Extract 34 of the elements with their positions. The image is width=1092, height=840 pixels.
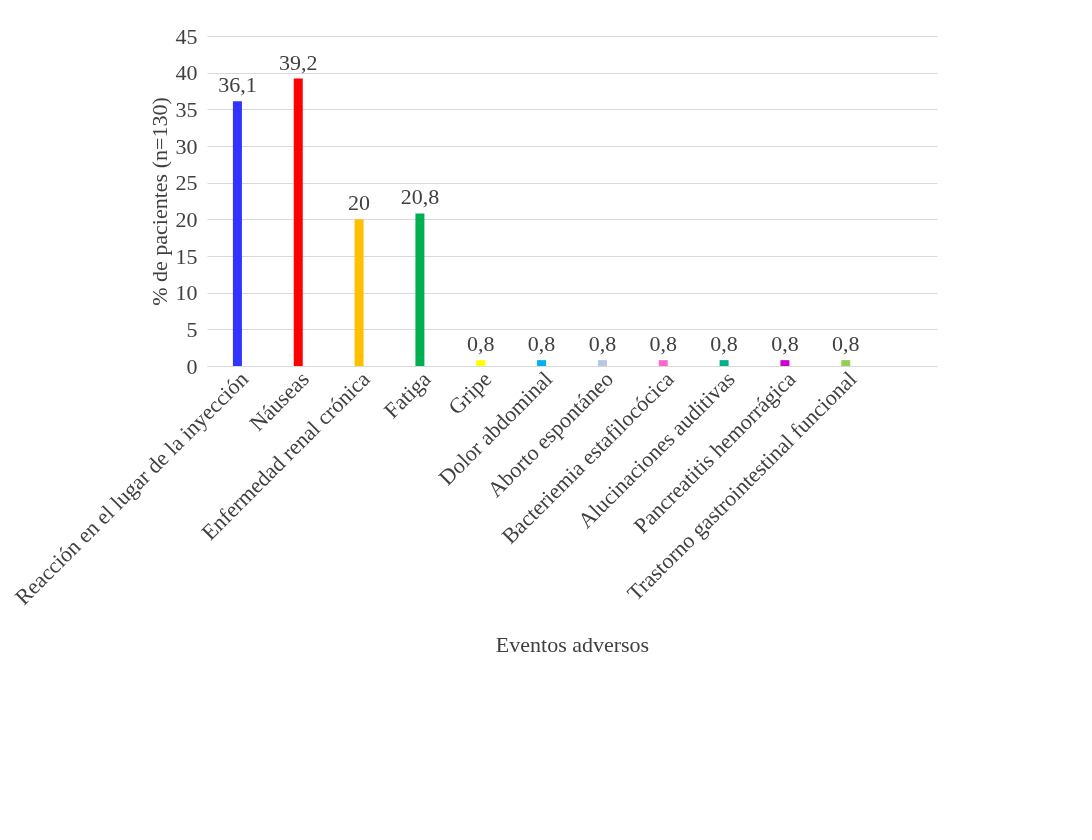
data-label: 0,8 <box>467 331 495 357</box>
data-label: 20 <box>348 190 371 216</box>
data-label: 0,8 <box>832 331 860 357</box>
y-tick-label: 40 <box>175 60 198 86</box>
data-label: 0,8 <box>710 331 738 357</box>
y-tick-label: 30 <box>175 133 198 159</box>
y-tick-label: 15 <box>175 243 198 269</box>
bar <box>658 360 668 366</box>
bar <box>476 360 486 366</box>
y-tick-label: 35 <box>175 96 198 122</box>
data-label: 0,8 <box>527 331 556 357</box>
bar <box>293 78 303 366</box>
bar <box>232 101 242 366</box>
bar <box>415 213 425 366</box>
data-label: 39,2 <box>279 49 318 75</box>
data-label: 0,8 <box>588 331 617 357</box>
y-tick-label: 45 <box>175 23 198 49</box>
data-label: 20,8 <box>400 184 440 210</box>
y-axis-title: % de pacientes (n=130) <box>146 97 172 306</box>
bar <box>780 360 790 366</box>
data-label: 0,8 <box>649 331 677 357</box>
y-tick-label: 20 <box>175 206 198 232</box>
data-label: 0,8 <box>771 331 799 357</box>
y-tick-label: 10 <box>175 280 198 306</box>
bar <box>719 360 729 366</box>
y-tick-label: 25 <box>175 170 198 196</box>
x-axis-title: Eventos adversos <box>495 631 650 657</box>
y-tick-label: 0 <box>186 353 198 379</box>
bar <box>841 360 851 366</box>
bar <box>537 360 547 366</box>
bar <box>597 360 607 366</box>
y-tick-label: 5 <box>186 316 198 342</box>
data-label: 36,1 <box>218 72 257 98</box>
bar <box>354 219 364 366</box>
